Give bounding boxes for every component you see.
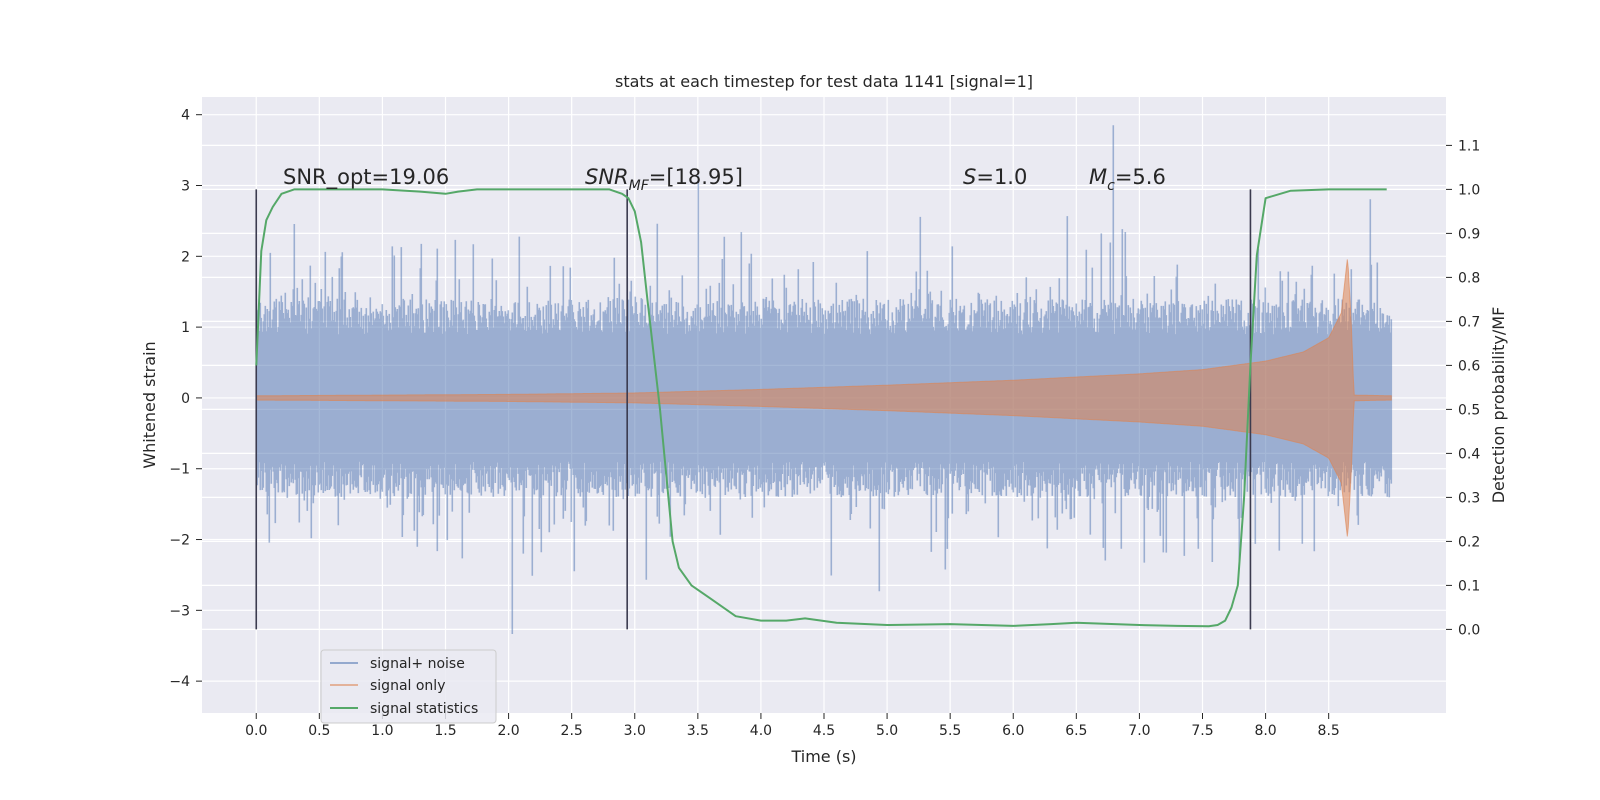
x-tick-label: 3.0 <box>624 723 646 739</box>
x-tick-label: 6.5 <box>1065 723 1087 739</box>
y-tick-label: 2 <box>181 249 190 265</box>
x-tick-label: 7.0 <box>1128 723 1150 739</box>
annotation-s-letter: S <box>963 165 976 189</box>
x-tick-label: 5.0 <box>876 723 898 739</box>
y2-tick-label: 0.2 <box>1458 534 1480 550</box>
y2-tick-label: 1.1 <box>1458 138 1480 154</box>
y-axis-label: Whitened strain <box>140 341 159 468</box>
x-tick-label: 1.5 <box>434 723 456 739</box>
y2-axis-label: Detection probability/MF <box>1489 307 1508 504</box>
annotation-mc-sub: c <box>1107 178 1115 194</box>
y-tick-label: 4 <box>181 108 190 124</box>
x-tick-label: 4.0 <box>750 723 772 739</box>
x-axis-label: Time (s) <box>790 747 856 766</box>
x-tick-label: 6.0 <box>1002 723 1024 739</box>
legend-label-signal-statistics: signal statistics <box>370 701 478 717</box>
x-tick-label: 4.5 <box>813 723 835 739</box>
y-tick-label: −4 <box>169 674 190 690</box>
y-tick-label: 1 <box>181 320 190 336</box>
y2-tick-label: 0.4 <box>1458 446 1480 462</box>
annotation-snr-mf: SNRMF=[18.95] <box>585 165 743 194</box>
y2-tick-label: 0.3 <box>1458 490 1480 506</box>
signal-statistics-series <box>255 188 1387 628</box>
y2-tick-label: 0.9 <box>1458 226 1480 242</box>
x-tick-label: 1.0 <box>371 723 393 739</box>
x-tick-label: 0.0 <box>245 723 267 739</box>
x-tick-label: 5.5 <box>939 723 961 739</box>
x-tick-label: 8.0 <box>1254 723 1276 739</box>
annotation-snr-opt: SNR_opt=19.06 <box>283 165 449 190</box>
x-tick-label: 8.5 <box>1318 723 1340 739</box>
legend: signal+ noise signal only signal statist… <box>320 649 497 724</box>
chart-title: stats at each timestep for test data 114… <box>615 72 1033 91</box>
annotation-mc-value: =5.6 <box>1115 165 1166 189</box>
legend-label-signal-only: signal only <box>370 678 445 694</box>
annotation-s-value: =1.0 <box>976 165 1027 189</box>
y2-tick-label: 0.0 <box>1458 622 1480 638</box>
legend-box <box>320 649 497 724</box>
tick-layer: 0.0 0.5 1.0 1.5 2.0 2.5 3.0 3.5 4.0 4.5 5.0 5.5 6.0 6… <box>169 108 1480 739</box>
x-tick-label: 2.5 <box>561 723 583 739</box>
annotation-snr-mf-sub: MF <box>629 178 650 194</box>
y-tick-label: 3 <box>181 179 190 195</box>
y2-tick-label: 0.6 <box>1458 358 1480 374</box>
annotation-mc: Mc=5.6 <box>1089 165 1166 194</box>
annotation-snr-mf-prefix: SNR <box>585 165 629 189</box>
y2-tick-label: 0.8 <box>1458 270 1480 286</box>
annotation-snr-mf-value: =[18.95] <box>649 165 743 189</box>
y-tick-label: −3 <box>169 603 190 619</box>
data-layer <box>255 125 1393 634</box>
y2-tick-label: 0.5 <box>1458 402 1480 418</box>
y-tick-label: 0 <box>181 391 190 407</box>
x-tick-label: 2.0 <box>497 723 519 739</box>
y-tick-label: −2 <box>169 533 190 549</box>
y-tick-label: −1 <box>169 462 190 478</box>
y2-tick-label: 0.1 <box>1458 578 1480 594</box>
x-tick-label: 3.5 <box>687 723 709 739</box>
signal-only-series <box>255 259 1392 537</box>
x-tick-label: 0.5 <box>308 723 330 739</box>
y2-tick-label: 1.0 <box>1458 182 1480 198</box>
x-tick-label: 7.5 <box>1191 723 1213 739</box>
annotation-mc-letter: M <box>1089 165 1107 189</box>
annotation-s: S=1.0 <box>963 165 1027 189</box>
legend-label-signal-noise: signal+ noise <box>370 656 465 672</box>
y2-tick-label: 0.7 <box>1458 314 1480 330</box>
